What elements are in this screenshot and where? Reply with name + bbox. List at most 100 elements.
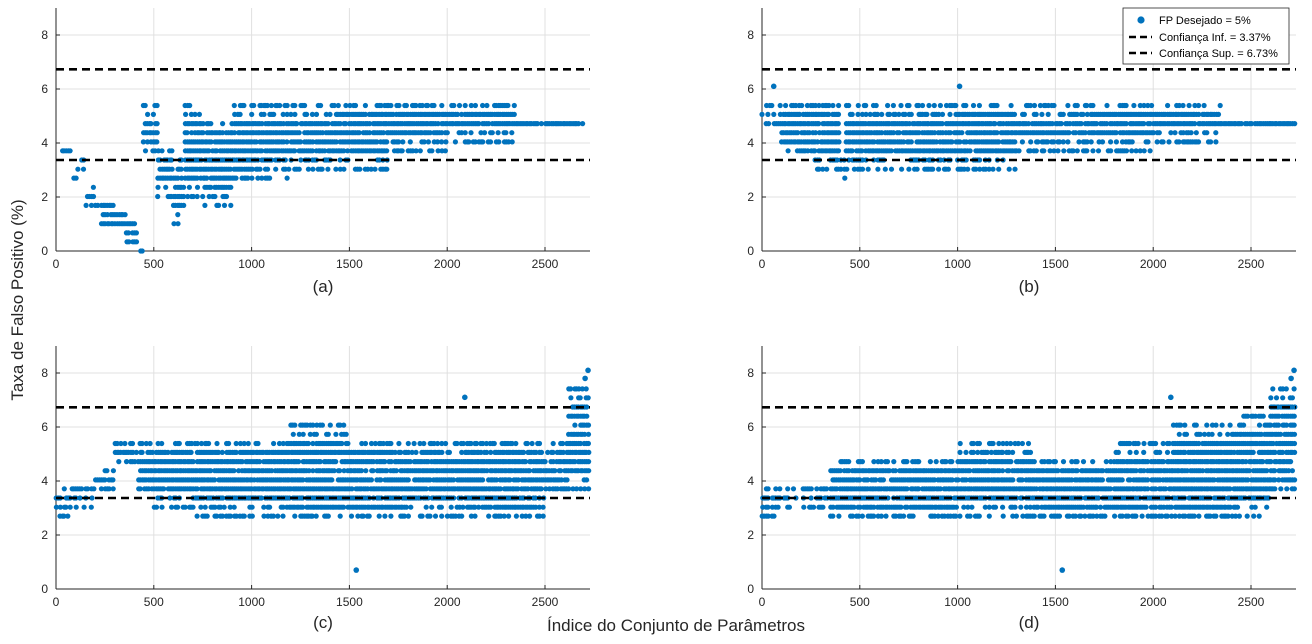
data-point: [429, 148, 435, 154]
data-point: [104, 468, 110, 474]
data-point: [81, 504, 87, 510]
data-point: [480, 477, 486, 483]
data-point: [341, 166, 347, 172]
data-point: [1095, 148, 1102, 154]
x-tick-label: 1500: [336, 595, 363, 609]
data-point: [994, 102, 1000, 109]
data-point: [343, 431, 349, 437]
data-point: [863, 102, 869, 109]
outlier-point: [585, 367, 591, 374]
data-point: [341, 422, 347, 428]
data-point: [325, 121, 331, 127]
data-point: [175, 504, 181, 510]
data-point: [91, 486, 97, 492]
data-point: [830, 102, 836, 109]
data-point: [337, 121, 343, 127]
data-point: [216, 202, 222, 208]
data-point: [257, 166, 263, 172]
data-point: [181, 184, 187, 190]
data-point: [786, 504, 793, 510]
data-point: [875, 166, 881, 172]
data-point: [432, 513, 439, 519]
data-point: [472, 102, 478, 109]
data-point: [933, 139, 940, 145]
x-tick-label: 2000: [1140, 595, 1167, 609]
data-point: [204, 513, 210, 519]
data-point: [1010, 449, 1016, 455]
data-point: [468, 102, 474, 109]
data-point: [411, 440, 417, 447]
data-point: [506, 139, 512, 145]
data-point: [947, 130, 954, 136]
data-point: [456, 102, 463, 109]
data-point: [542, 459, 548, 465]
data-point: [835, 111, 842, 117]
data-point: [1055, 148, 1061, 154]
data-point: [438, 504, 444, 510]
data-point: [480, 139, 486, 145]
data-point: [536, 440, 543, 447]
data-point: [509, 130, 515, 136]
x-tick-label: 1000: [238, 595, 265, 609]
y-tick-label: 8: [747, 366, 754, 380]
data-point: [527, 513, 533, 519]
data-point: [319, 166, 325, 172]
data-point: [219, 449, 225, 455]
data-point: [879, 130, 885, 136]
data-point: [540, 513, 546, 519]
data-point: [233, 175, 239, 181]
data-point: [1041, 513, 1047, 519]
data-point: [1008, 440, 1014, 447]
data-point: [459, 513, 465, 519]
data-point: [204, 175, 210, 181]
data-point: [396, 139, 402, 145]
data-point: [814, 139, 821, 145]
data-point: [439, 449, 445, 455]
data-point: [343, 102, 349, 109]
data-point: [419, 102, 425, 109]
data-point: [280, 513, 286, 519]
data-point: [73, 175, 79, 181]
data-point: [290, 431, 296, 437]
y-tick-label: 6: [747, 82, 754, 96]
data-point: [459, 130, 465, 136]
data-point: [425, 102, 431, 109]
data-point: [268, 102, 274, 109]
data-point: [529, 440, 535, 447]
data-point: [1033, 148, 1039, 154]
data-point: [259, 121, 265, 127]
data-point: [1099, 477, 1105, 483]
x-tick-label: 1500: [1042, 595, 1069, 609]
data-point: [967, 148, 973, 154]
data-point: [284, 102, 290, 109]
x-tick-label: 1500: [1042, 257, 1069, 271]
data-point: [586, 449, 592, 455]
data-point: [190, 193, 196, 200]
data-point: [585, 440, 592, 447]
data-point: [186, 184, 192, 190]
data-point: [388, 102, 394, 109]
data-point: [154, 130, 160, 136]
data-point: [496, 139, 502, 145]
data-point: [1292, 121, 1298, 127]
data-point: [267, 504, 273, 510]
data-point: [1133, 513, 1139, 519]
data-point: [1033, 111, 1039, 117]
data-point: [271, 440, 277, 447]
x-tick-label: 500: [144, 257, 164, 271]
data-point: [367, 121, 373, 127]
data-point: [1060, 139, 1066, 145]
y-tick-label: 2: [41, 528, 48, 542]
data-point: [231, 130, 238, 136]
data-point: [1019, 139, 1025, 145]
data-point: [104, 212, 110, 218]
panel-label-c: (c): [313, 613, 333, 632]
data-point: [352, 102, 359, 109]
data-point: [1160, 139, 1166, 145]
data-point: [836, 130, 842, 136]
data-point: [228, 184, 234, 190]
data-point: [1045, 111, 1051, 117]
data-point: [1025, 440, 1032, 447]
scatter-points-a: [60, 102, 586, 254]
data-point: [296, 130, 302, 136]
